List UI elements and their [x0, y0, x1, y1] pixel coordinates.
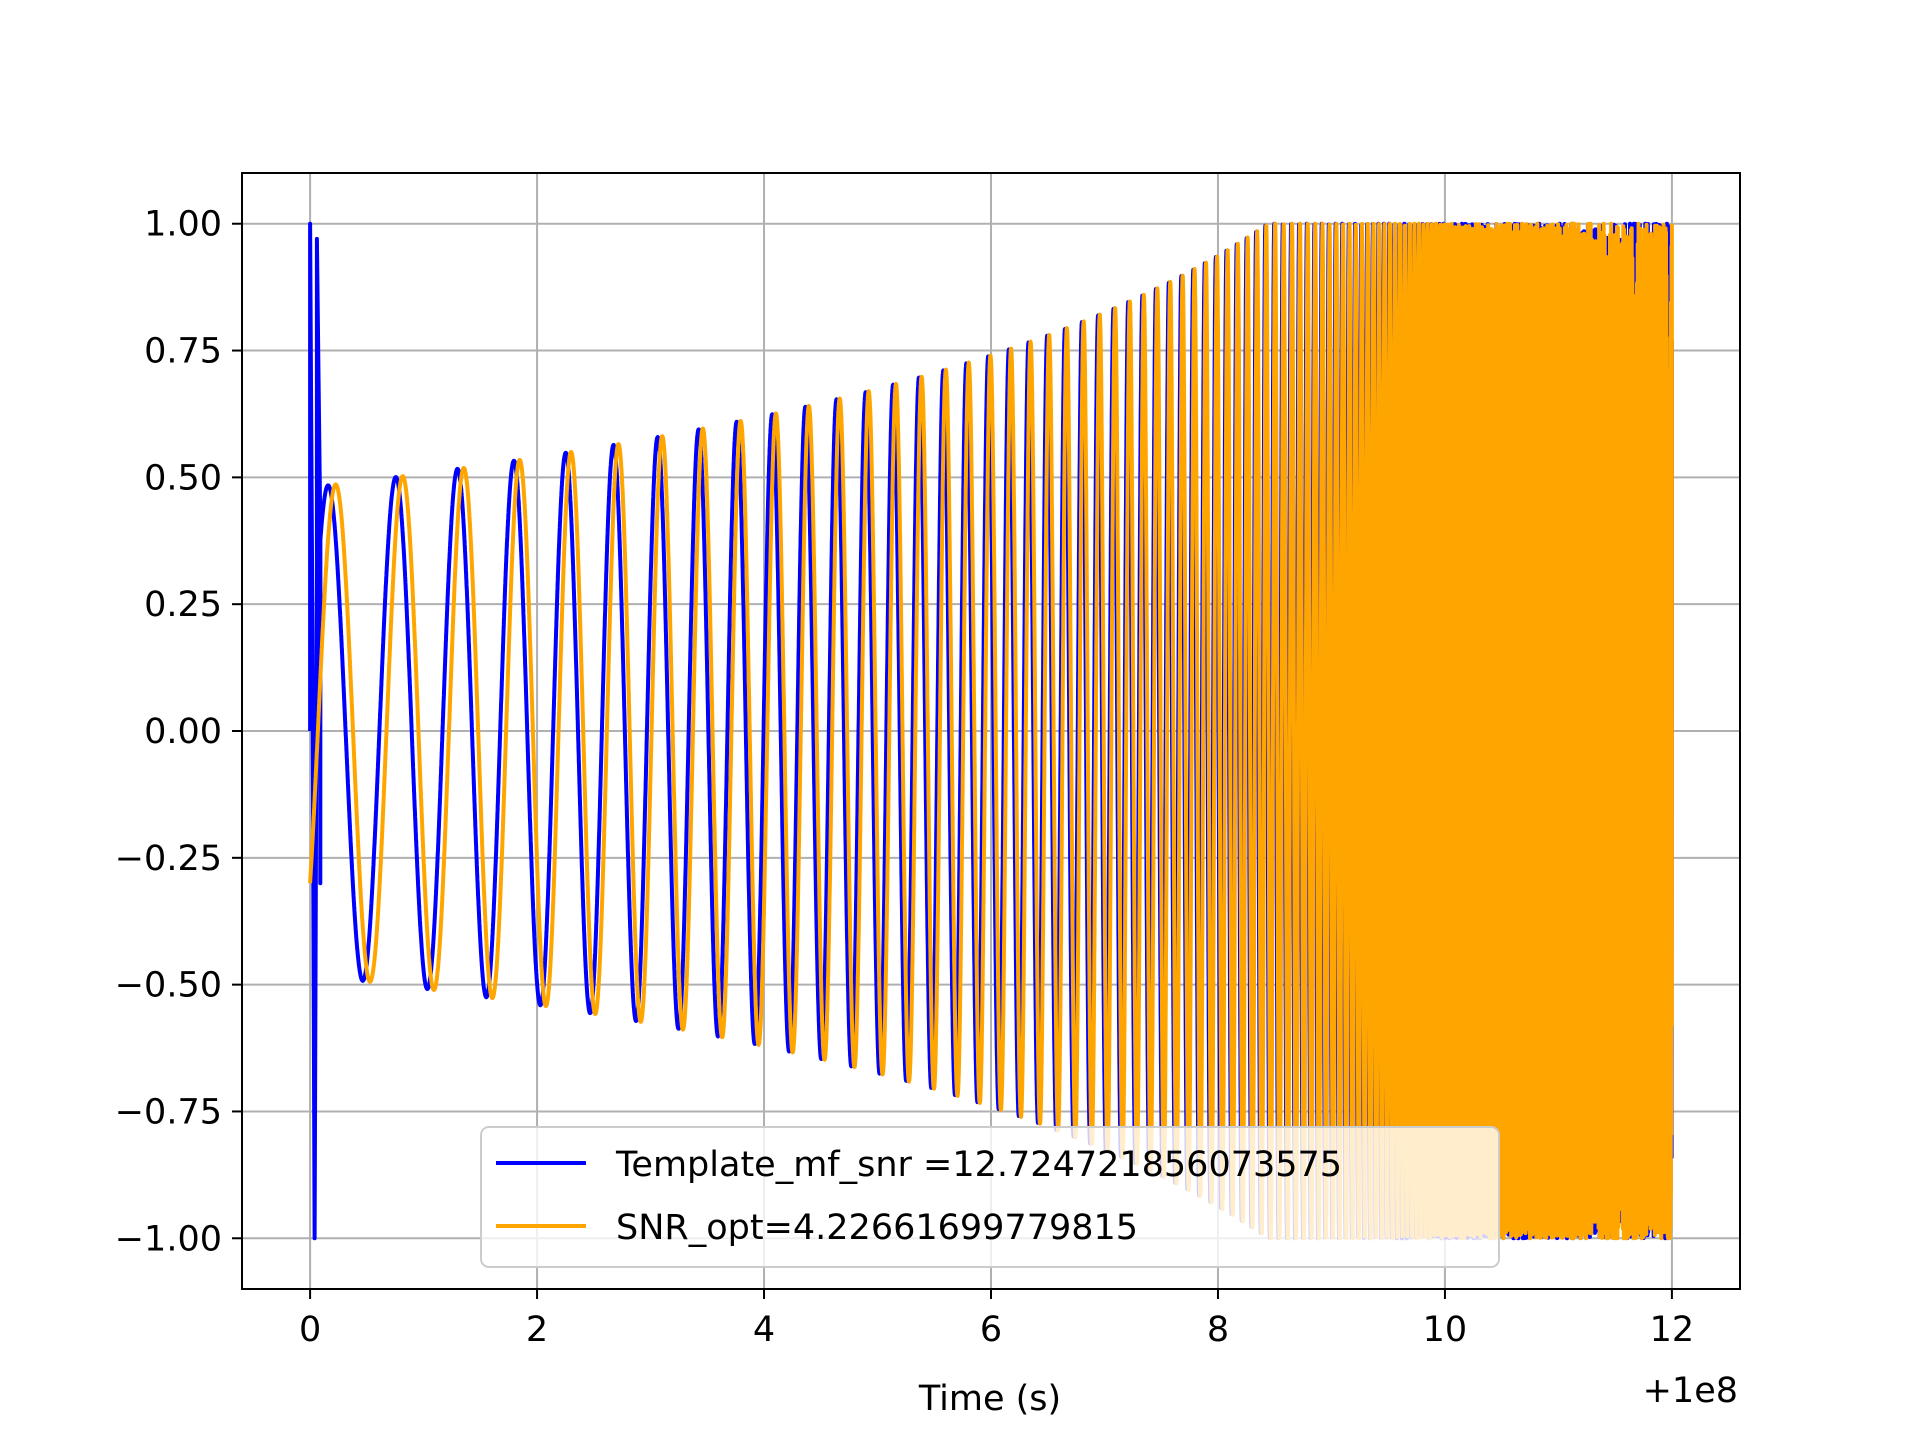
y-tick-label: 0.25: [144, 585, 222, 625]
y-tick-label: −0.75: [115, 1092, 222, 1132]
x-tick-label: 12: [1650, 1310, 1695, 1350]
x-tick-label: 8: [1207, 1310, 1229, 1350]
x-tick-label: 4: [753, 1310, 775, 1350]
x-tick-label: 10: [1423, 1310, 1468, 1350]
legend-box: [480, 1126, 1500, 1268]
series-layer: [308, 221, 1674, 1241]
y-tick-label: −0.25: [115, 839, 222, 879]
x-axis: 0 2 4 6 8 10 12: [299, 1289, 1694, 1350]
x-axis-offset-label: +1e8: [1643, 1371, 1738, 1411]
legend-label-snr-opt: SNR_opt=4.22661699779815: [616, 1208, 1138, 1248]
y-tick-label: 0.75: [144, 332, 222, 372]
y-tick-label: −0.50: [115, 966, 222, 1006]
y-tick-label: 0.50: [144, 458, 222, 498]
series-line-1: [308, 221, 1674, 1241]
y-tick-label: 1.00: [144, 205, 222, 245]
x-tick-label: 6: [980, 1310, 1002, 1350]
legend-label-template: Template_mf_snr =12.724721856073575: [615, 1145, 1342, 1185]
y-tick-label: 0.00: [144, 712, 222, 752]
y-tick-label: −1.00: [115, 1219, 222, 1259]
legend: Template_mf_snr =12.724721856073575 SNR_…: [480, 1126, 1500, 1268]
x-tick-label: 0: [299, 1310, 321, 1350]
y-axis: 1.00 0.75 0.50 0.25 0.00 −0.25 −0.50 −0.75 −1.00: [115, 205, 242, 1259]
x-tick-label: 2: [526, 1310, 548, 1350]
x-axis-label: Time (s): [918, 1379, 1061, 1419]
